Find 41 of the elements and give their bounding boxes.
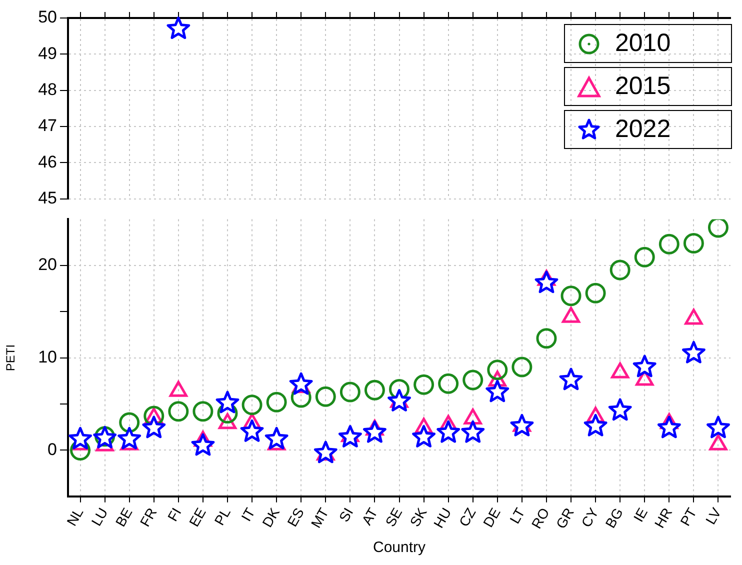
x-tick-label: MT <box>308 504 332 531</box>
y-axis-title: PETI <box>4 344 18 372</box>
y-tick-label: 48 <box>38 80 57 100</box>
x-tick-label: DK <box>258 504 283 530</box>
x-tick-label: LT <box>506 504 528 526</box>
x-tick-label: BE <box>112 505 136 530</box>
x-tick-label: SE <box>382 505 406 530</box>
x-tick-label: CY <box>578 504 602 530</box>
x-tick-label: ES <box>284 505 308 530</box>
x-tick-label: IE <box>630 505 651 525</box>
x-tick-label: LU <box>88 505 111 529</box>
x-tick-label: PL <box>211 504 234 528</box>
y-tick-label: 20 <box>38 255 57 274</box>
x-tick-label: LV <box>702 504 724 527</box>
x-tick-label: FR <box>136 505 160 530</box>
x-tick-label: HU <box>430 505 454 531</box>
y-tick-label: 47 <box>38 116 57 136</box>
x-tick-label: FI <box>164 505 184 524</box>
x-tick-label: AT <box>358 504 381 528</box>
legend-label: 2015 <box>615 72 671 101</box>
legend-label: 2022 <box>615 115 671 144</box>
x-tick-label: SK <box>406 504 430 530</box>
y-tick-label: 50 <box>38 8 57 27</box>
x-axis-title: Country <box>372 539 426 556</box>
x-tick-label: PT <box>676 504 700 529</box>
x-tick-label: GR <box>552 505 577 532</box>
legend-label: 2010 <box>615 29 671 58</box>
x-tick-label: BG <box>602 505 626 531</box>
x-tick-label: EE <box>186 505 209 530</box>
y-tick-label: 49 <box>38 44 57 63</box>
y-tick-label: 0 <box>48 440 57 459</box>
y-tick-label: 10 <box>38 347 57 366</box>
y-tick-label: 45 <box>38 188 57 208</box>
x-tick-label: CZ <box>456 504 480 530</box>
x-tick-label: RO <box>528 504 552 532</box>
x-tick-label: NL <box>63 504 86 529</box>
x-tick-label: SI <box>336 505 356 525</box>
x-tick-label: IT <box>238 504 258 524</box>
x-tick-label: DE <box>480 505 504 530</box>
y-tick-label: 46 <box>38 152 57 172</box>
x-tick-label: HR <box>651 505 676 531</box>
